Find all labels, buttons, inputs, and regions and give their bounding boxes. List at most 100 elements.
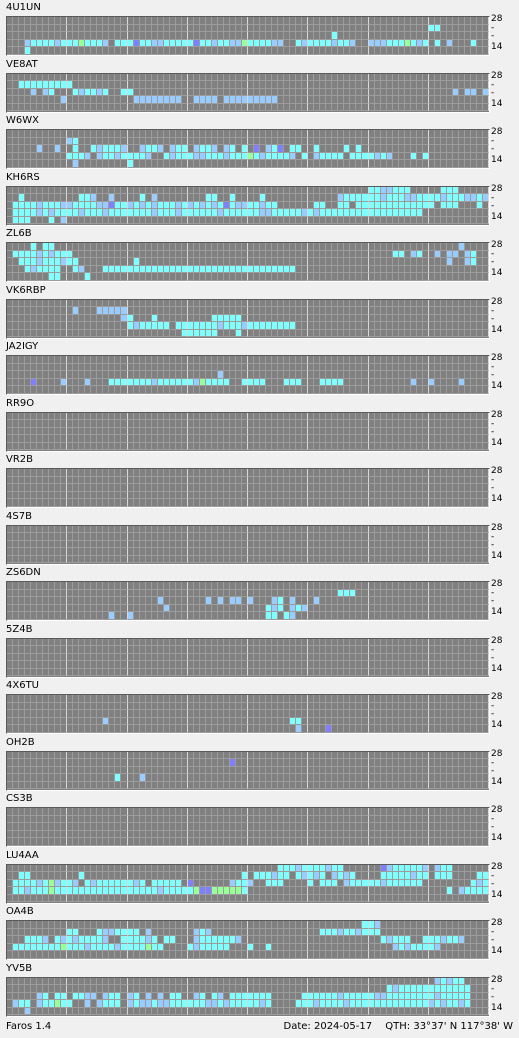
grid-cell (229, 427, 236, 436)
grid-cell (332, 356, 339, 364)
grid-cell (368, 243, 375, 251)
grid-cell (428, 420, 435, 428)
grid-cell (7, 265, 14, 274)
grid-cell (43, 243, 50, 251)
grid-cell (320, 435, 327, 443)
grid-cell (278, 356, 285, 364)
grid-cell (85, 250, 92, 259)
grid-cell (115, 307, 122, 315)
grid-cell (290, 88, 297, 97)
grid-cell (151, 24, 158, 33)
grid-cell (386, 186, 393, 195)
grid-cell (181, 442, 188, 451)
grid-cell (464, 209, 471, 217)
grid-cell (290, 273, 297, 281)
grid-cell (266, 646, 273, 654)
grid-cell (362, 491, 369, 500)
grid-cell (344, 17, 351, 25)
grid-cell (254, 371, 261, 379)
grid-cell (254, 250, 261, 259)
grid-cell (157, 476, 164, 485)
grid-cell (416, 47, 423, 55)
grid-cell (211, 533, 218, 541)
grid-cell (398, 469, 405, 477)
grid-cell (115, 356, 122, 364)
grid-cell (25, 540, 32, 549)
grid-cell (254, 130, 261, 138)
grid-cell (151, 378, 158, 387)
grid-cell (422, 469, 429, 477)
grid-cell (139, 201, 146, 210)
grid-cell (151, 442, 158, 451)
grid-cell (464, 88, 471, 97)
grid-cell (205, 356, 212, 364)
beacon-panel: ZL6B 28- -14 (0, 227, 519, 283)
grid-cell (25, 412, 32, 421)
grid-cell (229, 186, 236, 195)
propagation-grid (6, 242, 490, 282)
grid-cell (139, 243, 146, 251)
grid-cell (121, 194, 128, 202)
grid-cell (350, 39, 357, 48)
grid-cell (326, 499, 333, 507)
grid-cell (43, 604, 50, 613)
grid-cell (157, 130, 164, 138)
grid-cell (308, 209, 315, 217)
grid-cell (109, 525, 116, 534)
grid-cell (476, 638, 483, 647)
grid-cell (61, 32, 68, 40)
grid-cell (308, 491, 315, 500)
grid-cell (434, 661, 441, 669)
grid-cell (290, 540, 297, 549)
grid-cell (43, 499, 50, 507)
grid-cell (109, 258, 116, 266)
grid-cell (103, 216, 110, 225)
grid-cell (145, 17, 152, 25)
propagation-grid (6, 694, 490, 734)
grid-cell (302, 548, 309, 556)
grid-cell (428, 371, 435, 379)
grid-cell (428, 661, 435, 669)
grid-cell (308, 661, 315, 669)
grid-cell (308, 484, 315, 492)
grid-cell (61, 81, 68, 89)
grid-cell (151, 653, 158, 662)
grid-cell (217, 653, 224, 662)
grid-cell (464, 96, 471, 104)
grid-cell (7, 17, 14, 25)
grid-cell (272, 96, 279, 104)
grid-cell (157, 491, 164, 500)
grid-cell (97, 243, 104, 251)
grid-cell (422, 24, 429, 33)
grid-cell (157, 258, 164, 266)
grid-cell (67, 668, 74, 677)
grid-cell (278, 484, 285, 492)
grid-cell (386, 427, 393, 436)
grid-cell (464, 646, 471, 654)
grid-cell (7, 702, 14, 711)
grid-cell (296, 363, 303, 372)
grid-cell (422, 427, 429, 436)
grid-cell (7, 484, 14, 492)
grid-cell (296, 265, 303, 274)
grid-cell (458, 695, 465, 703)
grid-cell (314, 476, 321, 485)
grid-cell (302, 258, 309, 266)
grid-cell (248, 356, 255, 364)
grid-cell (308, 322, 315, 330)
grid-cell (217, 597, 224, 605)
grid-cell (229, 47, 236, 55)
grid-cell (127, 363, 134, 372)
grid-cell (127, 145, 134, 153)
grid-cell (260, 24, 267, 33)
grid-cell (13, 81, 20, 89)
grid-cell (356, 491, 363, 500)
grid-cell (13, 548, 20, 556)
grid-cell (290, 597, 297, 605)
band-scale: 28- -14 (491, 410, 519, 452)
grid-cell (49, 533, 56, 541)
grid-cell (482, 661, 489, 669)
grid-cell (278, 476, 285, 485)
grid-cell (470, 582, 477, 590)
grid-cell (374, 152, 381, 161)
